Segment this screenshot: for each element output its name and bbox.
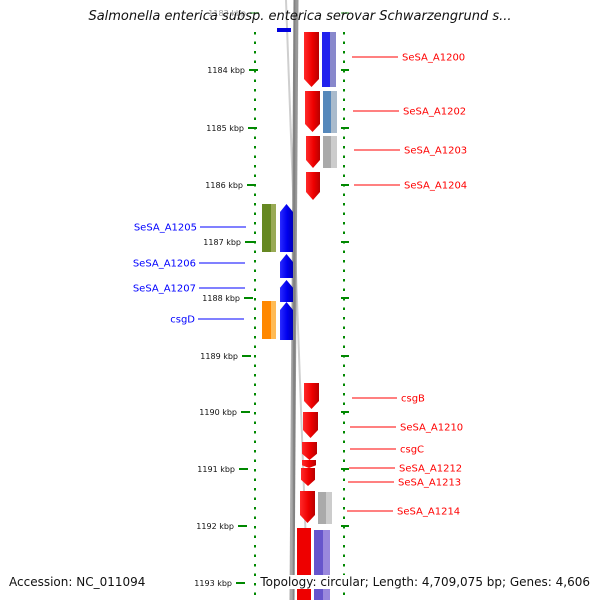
scale-dots-right: [343, 32, 345, 595]
gene-block-a1205: [262, 204, 271, 252]
ruler-label: 1184 kbp: [207, 66, 245, 75]
cds-sesa-a1214: [300, 491, 315, 523]
gene-label-text: csgC: [400, 445, 424, 456]
gene-block-a1202: [323, 91, 331, 133]
ruler-tick: 1187 kbp: [203, 238, 349, 247]
gene-label-sesa-a1214[interactable]: SeSA_A1214: [347, 507, 460, 518]
gene-label-csgc[interactable]: csgC: [350, 445, 424, 456]
cds-sesa-a1207: [280, 280, 293, 302]
feature-layer: [262, 28, 337, 600]
gene-label-sesa-a1204[interactable]: SeSA_A1204: [354, 181, 467, 192]
ruler-tick: 1192 kbp: [196, 522, 349, 531]
gene-label-text: SeSA_A1200: [402, 53, 465, 64]
gene-label-text: SeSA_A1206: [133, 259, 196, 270]
ruler-label: 1183 kbp: [208, 9, 246, 18]
ruler-label: 1186 kbp: [205, 181, 243, 190]
ruler-label: 1189 kbp: [200, 352, 238, 361]
scale-layer: [254, 32, 345, 595]
scale-dots-left: [254, 32, 256, 595]
cds-partial-top: [277, 28, 291, 32]
cds-sesa-a1206: [280, 254, 293, 278]
gene-block-a1214: [318, 492, 326, 524]
gene-label-text: SeSA_A1203: [404, 146, 467, 157]
gene-label-text: csgD: [170, 315, 195, 326]
ruler-tick: 1184 kbp: [207, 66, 349, 75]
gene-label-sesa-a1200[interactable]: SeSA_A1200: [352, 53, 465, 64]
ruler-label: 1193 kbp: [194, 579, 232, 588]
ruler-label: 1190 kbp: [199, 408, 237, 417]
gene-label-csgb[interactable]: csgB: [352, 394, 425, 405]
gene-block-a1214-b: [326, 492, 332, 524]
ruler-tick: 1190 kbp: [199, 408, 349, 417]
ruler-label: 1191 kbp: [197, 465, 235, 474]
gene-block-a1200: [322, 32, 330, 87]
cds-sesa-a1202: [305, 91, 320, 132]
gene-label-text: SeSA_A1207: [133, 284, 196, 295]
gene-block-a1200-b: [330, 32, 336, 87]
gene-block-a1205-b: [271, 204, 276, 252]
gene-label-sesa-a1207[interactable]: SeSA_A1207: [133, 284, 245, 295]
ruler-tick: 1191 kbp: [197, 465, 349, 474]
gene-label-text: csgB: [401, 394, 425, 405]
cds-sesa-a1200: [304, 32, 319, 87]
ruler-label: 1188 kbp: [202, 294, 240, 303]
gene-label-text: SeSA_A1202: [403, 107, 466, 118]
label-layer: SeSA_A1200 SeSA_A1202 SeSA_A1203 SeSA_A1204…: [133, 53, 467, 518]
cds-bottom-red: [297, 528, 311, 600]
ruler-tick: 1188 kbp: [202, 294, 349, 303]
gene-label-sesa-a1206[interactable]: SeSA_A1206: [133, 259, 245, 270]
cds-sesa-a1212: [302, 460, 316, 468]
cds-sesa-a1210: [303, 412, 318, 438]
map-title: Salmonella enterica subsp. enterica sero…: [88, 9, 512, 24]
ruler-label: 1185 kbp: [206, 124, 244, 133]
cds-sesa-a1213: [301, 468, 315, 486]
gene-block-csgd: [262, 301, 271, 339]
gene-block-a1202-b: [331, 91, 337, 133]
gene-label-sesa-a1203[interactable]: SeSA_A1203: [354, 146, 467, 157]
gene-label-sesa-a1210[interactable]: SeSA_A1210: [350, 423, 463, 434]
gene-label-sesa-a1212[interactable]: SeSA_A1212: [349, 464, 462, 475]
ruler-tick: 1183 kbp: [208, 9, 349, 18]
gene-block-a1203: [323, 136, 331, 168]
gene-label-sesa-a1205[interactable]: SeSA_A1205: [134, 223, 246, 234]
cds-csgb: [304, 383, 319, 409]
gene-block-bottom-b: [323, 530, 330, 600]
cds-sesa-a1203: [306, 136, 320, 168]
gene-label-csgd[interactable]: csgD: [170, 315, 244, 326]
gene-label-sesa-a1202[interactable]: SeSA_A1202: [353, 107, 466, 118]
cds-sesa-a1205: [280, 204, 293, 252]
genome-backbone: [289, 0, 299, 600]
gene-block-csgd-b: [271, 301, 276, 339]
ruler-tick: 1186 kbp: [205, 181, 349, 190]
gene-label-text: SeSA_A1214: [397, 507, 460, 518]
gene-label-text: SeSA_A1213: [398, 478, 461, 489]
gene-label-sesa-a1213[interactable]: SeSA_A1213: [348, 478, 461, 489]
gene-block-a1203-b: [331, 136, 337, 168]
cds-sesa-a1204: [306, 172, 320, 200]
cds-csgc: [302, 442, 317, 460]
ruler-label: 1192 kbp: [196, 522, 234, 531]
gene-label-text: SeSA_A1210: [400, 423, 463, 434]
gene-block-bottom: [314, 530, 323, 600]
topology-text: Topology: circular; Length: 4,709,075 bp…: [260, 575, 590, 589]
ruler-tick: 1189 kbp: [200, 352, 349, 361]
ruler-label: 1187 kbp: [203, 238, 241, 247]
gene-label-text: SeSA_A1212: [399, 464, 462, 475]
gene-label-text: SeSA_A1204: [404, 181, 467, 192]
ruler-tick: 1185 kbp: [206, 124, 349, 133]
accession-text: Accession: NC_011094: [9, 575, 146, 589]
cds-csgd: [280, 302, 293, 340]
gene-label-text: SeSA_A1205: [134, 223, 197, 234]
ruler-layer: 1183 kbp 1184 kbp 1185 kbp 1186 kbp 1187 kbp…: [194, 9, 349, 588]
